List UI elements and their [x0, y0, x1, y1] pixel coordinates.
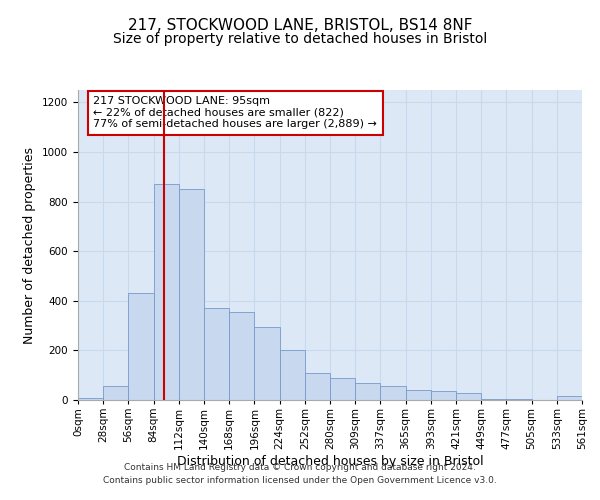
- Text: 217, STOCKWOOD LANE, BRISTOL, BS14 8NF: 217, STOCKWOOD LANE, BRISTOL, BS14 8NF: [128, 18, 472, 32]
- Bar: [179, 189, 204, 400]
- Bar: [204, 308, 229, 400]
- Bar: [355, 383, 380, 400]
- Bar: [330, 378, 355, 400]
- Bar: [431, 390, 456, 400]
- X-axis label: Distribution of detached houses by size in Bristol: Distribution of detached houses by size …: [176, 454, 484, 468]
- Bar: [280, 350, 305, 400]
- Bar: [78, 398, 103, 400]
- Text: Contains HM Land Registry data © Crown copyright and database right 2024.: Contains HM Land Registry data © Crown c…: [124, 464, 476, 472]
- Bar: [128, 294, 154, 400]
- Text: Size of property relative to detached houses in Bristol: Size of property relative to detached ho…: [113, 32, 487, 46]
- Bar: [406, 390, 431, 400]
- Y-axis label: Number of detached properties: Number of detached properties: [23, 146, 37, 344]
- Bar: [506, 399, 532, 400]
- Bar: [456, 393, 481, 400]
- Bar: [481, 399, 506, 400]
- Bar: [254, 327, 280, 400]
- Text: Contains public sector information licensed under the Open Government Licence v3: Contains public sector information licen…: [103, 476, 497, 485]
- Bar: [103, 386, 128, 400]
- Bar: [380, 386, 406, 400]
- Bar: [229, 312, 254, 400]
- Bar: [557, 396, 582, 400]
- Bar: [305, 372, 330, 400]
- Text: 217 STOCKWOOD LANE: 95sqm
← 22% of detached houses are smaller (822)
77% of semi: 217 STOCKWOOD LANE: 95sqm ← 22% of detac…: [93, 96, 377, 130]
- Bar: [154, 184, 179, 400]
